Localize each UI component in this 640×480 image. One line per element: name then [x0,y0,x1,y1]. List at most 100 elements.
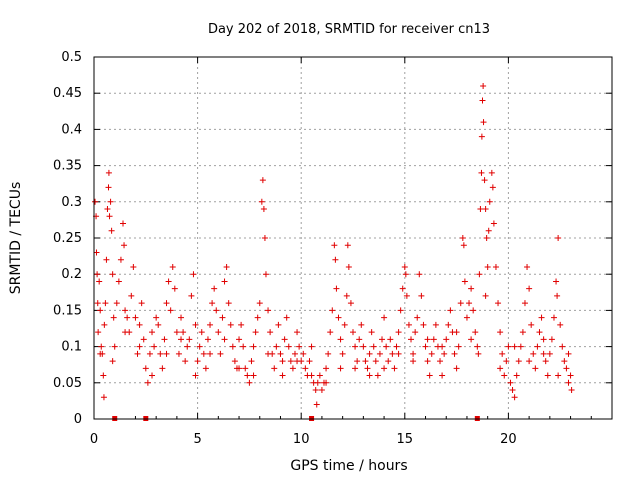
x-tick-label: 5 [193,432,201,447]
data-point [538,314,545,321]
data-point [568,387,575,394]
data-point [103,256,110,263]
data-point [509,387,516,394]
data-point [111,343,118,350]
data-point [403,292,410,299]
data-point [283,314,290,321]
chart-title: Day 202 of 2018, SRMTID for receiver cn1… [208,22,490,37]
data-point [318,387,325,394]
data-point [105,169,112,176]
data-point [194,358,201,365]
data-point [489,184,496,191]
data-point [242,365,249,372]
data-point [513,372,520,379]
data-point [555,235,562,241]
data-point [192,321,199,328]
data-point [501,372,508,379]
data-point [120,220,127,227]
data-point [100,394,107,401]
data-point [534,343,541,350]
data-point [422,343,429,350]
data-point [481,177,488,184]
data-point [497,329,504,336]
data-point [344,242,351,249]
data-point [259,177,266,184]
data-point [254,314,261,321]
data-point [352,365,359,372]
data-point [289,365,296,372]
data-point [397,307,404,314]
data-point [265,350,272,357]
plot-frame [93,56,613,420]
data-point [414,314,421,321]
data-point [101,321,108,328]
data-point [252,329,259,336]
data-point [142,365,149,372]
data-point [356,336,363,343]
data-point [267,329,274,336]
data-point [387,336,394,343]
data-point [260,206,267,213]
data-point [221,278,228,285]
data-point [460,242,467,249]
data-point [316,372,323,379]
data-point [250,343,257,350]
data-point [544,372,551,379]
data-point [107,198,114,205]
data-point [279,358,286,365]
data-point [532,365,539,372]
data-point [256,300,263,307]
data-point [507,379,514,386]
data-point [341,321,348,328]
data-point [115,278,122,285]
data-point [472,329,479,336]
data-point [402,271,409,278]
data-point [124,314,131,321]
data-point [526,358,533,365]
data-point [287,358,294,365]
data-point [122,329,129,336]
data-point [128,292,135,299]
data-point [157,350,164,357]
data-point [167,307,174,314]
data-point [265,307,272,314]
data-point [108,227,115,234]
data-point [246,379,253,386]
x-tick-label: 15 [397,432,414,447]
data-point [542,358,549,365]
data-point [238,321,245,328]
data-point [480,82,487,89]
data-point [261,235,268,241]
data-point [323,365,330,372]
data-point [155,321,162,328]
data-point [391,365,398,372]
data-point [104,206,111,213]
data-point [524,263,531,270]
data-point [497,365,504,372]
data-point [383,343,390,350]
data-point [149,329,156,336]
data-point [463,314,470,321]
data-point [536,329,543,336]
data-point [217,350,224,357]
data-point [395,350,402,357]
data-point [109,358,116,365]
data-point [557,321,564,328]
data-point [393,343,400,350]
data-point [511,343,518,350]
data-point [248,358,255,365]
data-point [441,350,448,357]
data-point [204,336,211,343]
data-point [364,365,371,372]
data-point [430,336,437,343]
data-point [521,300,528,307]
data-point [554,292,561,299]
data-point [175,350,182,357]
data-point [209,300,216,307]
data-point [332,256,339,263]
data-point [546,350,553,357]
data-points [92,82,575,408]
data-point [198,329,205,336]
data-point [306,358,313,365]
